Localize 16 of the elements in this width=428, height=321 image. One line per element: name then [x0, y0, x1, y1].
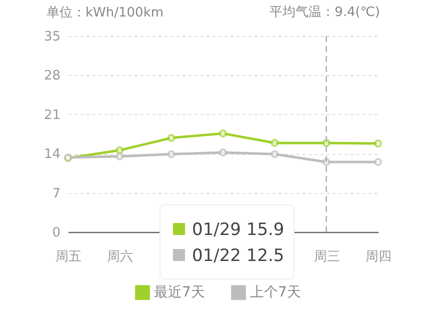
y-axis-title: 单位：kWh/100km — [46, 6, 164, 20]
x-tick-label: 周四 — [366, 250, 392, 264]
x-tick-label: 周六 — [107, 250, 134, 264]
x-tick-label: 周五 — [56, 250, 82, 264]
y-tick-label: 35 — [44, 30, 60, 44]
text: 01/22 12.5 — [192, 246, 284, 266]
annotation: 01/29 15.9 — [192, 220, 284, 240]
y-tick-label: 7 — [52, 186, 60, 202]
legend-label: 上个7天 — [250, 284, 301, 301]
y-tick-label: 0 — [52, 226, 60, 240]
text: 平均气温：9.4(℃) — [270, 5, 380, 20]
y-tick-label: 21 — [44, 108, 60, 123]
x-tick-label: 周三 — [314, 250, 340, 264]
y-tick-label: 14 — [44, 147, 60, 162]
y-tick-label: 28 — [44, 68, 60, 84]
legend-label: 最近7天 — [154, 284, 205, 301]
